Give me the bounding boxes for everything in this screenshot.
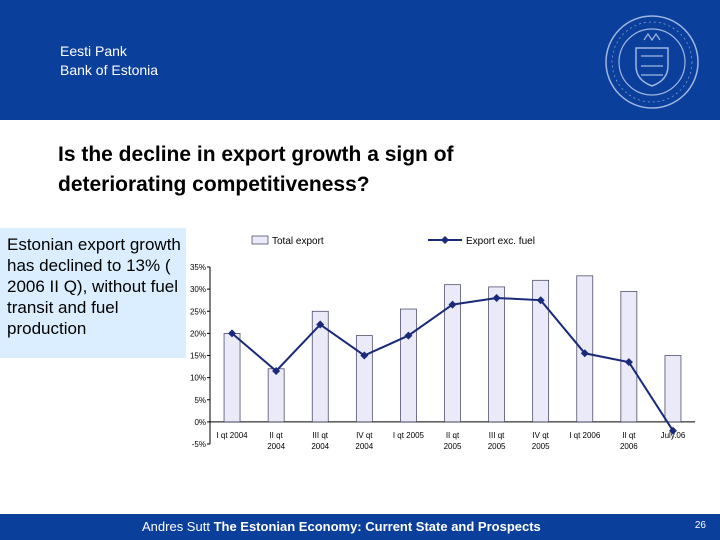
y-tick-label: 25% [190,307,206,316]
y-tick-label: 15% [190,352,206,361]
bar-total-export [355,335,373,423]
y-tick-label: 35% [190,263,206,272]
x-tick-label: 2005 [532,442,550,451]
slide-title-line2: deteriorating competitiveness? [58,173,370,196]
footer-author: Andres Sutt [142,519,210,534]
point-export-exc-fuel [448,300,457,309]
x-tick-label: I qt 2005 [393,431,425,440]
point-export-exc-fuel [360,351,369,360]
export-growth-chart: 35% 30% 25% 20% 15% 10% 5% 0% -5% I qt 2004 II qt 2… [190,235,695,451]
bar-total-export [223,333,241,423]
point-export-exc-fuel [624,358,633,367]
x-tick-label: II qt [622,431,636,440]
x-tick-label: 2004 [267,442,285,451]
slide-title-line1: Is the decline in export growth a sign o… [58,143,454,166]
y-tick-label: 5% [194,396,206,405]
bar-total-export [620,290,638,423]
point-export-exc-fuel [668,426,677,435]
bar-total-export [267,368,285,423]
bar-total-export [576,275,594,423]
point-export-exc-fuel [228,329,237,338]
bar-total-export [444,284,461,423]
x-tick-label: 2004 [355,442,373,451]
x-tick-label: 2006 [620,442,638,451]
y-tick-label: 30% [190,285,206,294]
y-tick-label: 10% [190,374,206,383]
legend-swatch-total-export [251,235,269,245]
footer-bar: Andres Sutt The Estonian Economy: Curren… [0,514,720,540]
point-export-exc-fuel [404,331,413,340]
x-tick-label: III qt [312,431,328,440]
slide-title: Is the decline in export growth a sign o… [58,140,658,200]
bank-name-estonian: Eesti Pank [60,43,127,59]
x-tick-label: I qt 2006 [569,431,601,440]
point-export-exc-fuel [580,349,589,358]
callout-box: Estonian export growth has declined to 1… [0,228,186,358]
x-tick-label: I qt 2004 [216,431,248,440]
y-tick-label: 0% [194,418,206,427]
x-tick-label: 2005 [444,442,462,451]
x-tick-label: II qt [269,431,283,440]
legend-marker-export-exc-fuel [441,236,449,244]
x-tick-label: IV qt [532,431,549,440]
x-tick-label: July.06 [661,431,686,440]
legend-label-export-exc-fuel: Export exc. fuel [466,236,535,247]
bar-total-export [311,310,329,423]
legend-label-total-export: Total export [272,236,324,247]
point-export-exc-fuel [536,296,545,305]
bar-total-export [532,279,550,423]
x-tick-label: 2005 [488,442,506,451]
x-tick-label: II qt [446,431,460,440]
bar-total-export [664,355,682,423]
y-tick-label: -5% [192,440,206,449]
bar-total-export [400,308,417,423]
page-number: 26 [694,520,706,531]
x-tick-label: III qt [489,431,505,440]
point-export-exc-fuel [492,293,501,302]
bar-total-export [488,286,505,423]
bank-name: Eesti Pank Bank of Estonia [60,42,158,80]
footer-title: The Estonian Economy: Current State and … [213,519,541,534]
x-tick-label: 2004 [311,442,329,451]
point-export-exc-fuel [272,366,281,375]
footer-text: Andres Sutt The Estonian Economy: Curren… [142,519,541,534]
bank-name-english: Bank of Estonia [60,62,159,78]
header-bar: Eesti Pank Bank of Estonia [0,0,720,120]
y-tick-label: 20% [190,329,206,338]
bank-seal-icon [605,15,699,109]
x-tick-label: IV qt [356,431,373,440]
point-export-exc-fuel [316,320,325,329]
